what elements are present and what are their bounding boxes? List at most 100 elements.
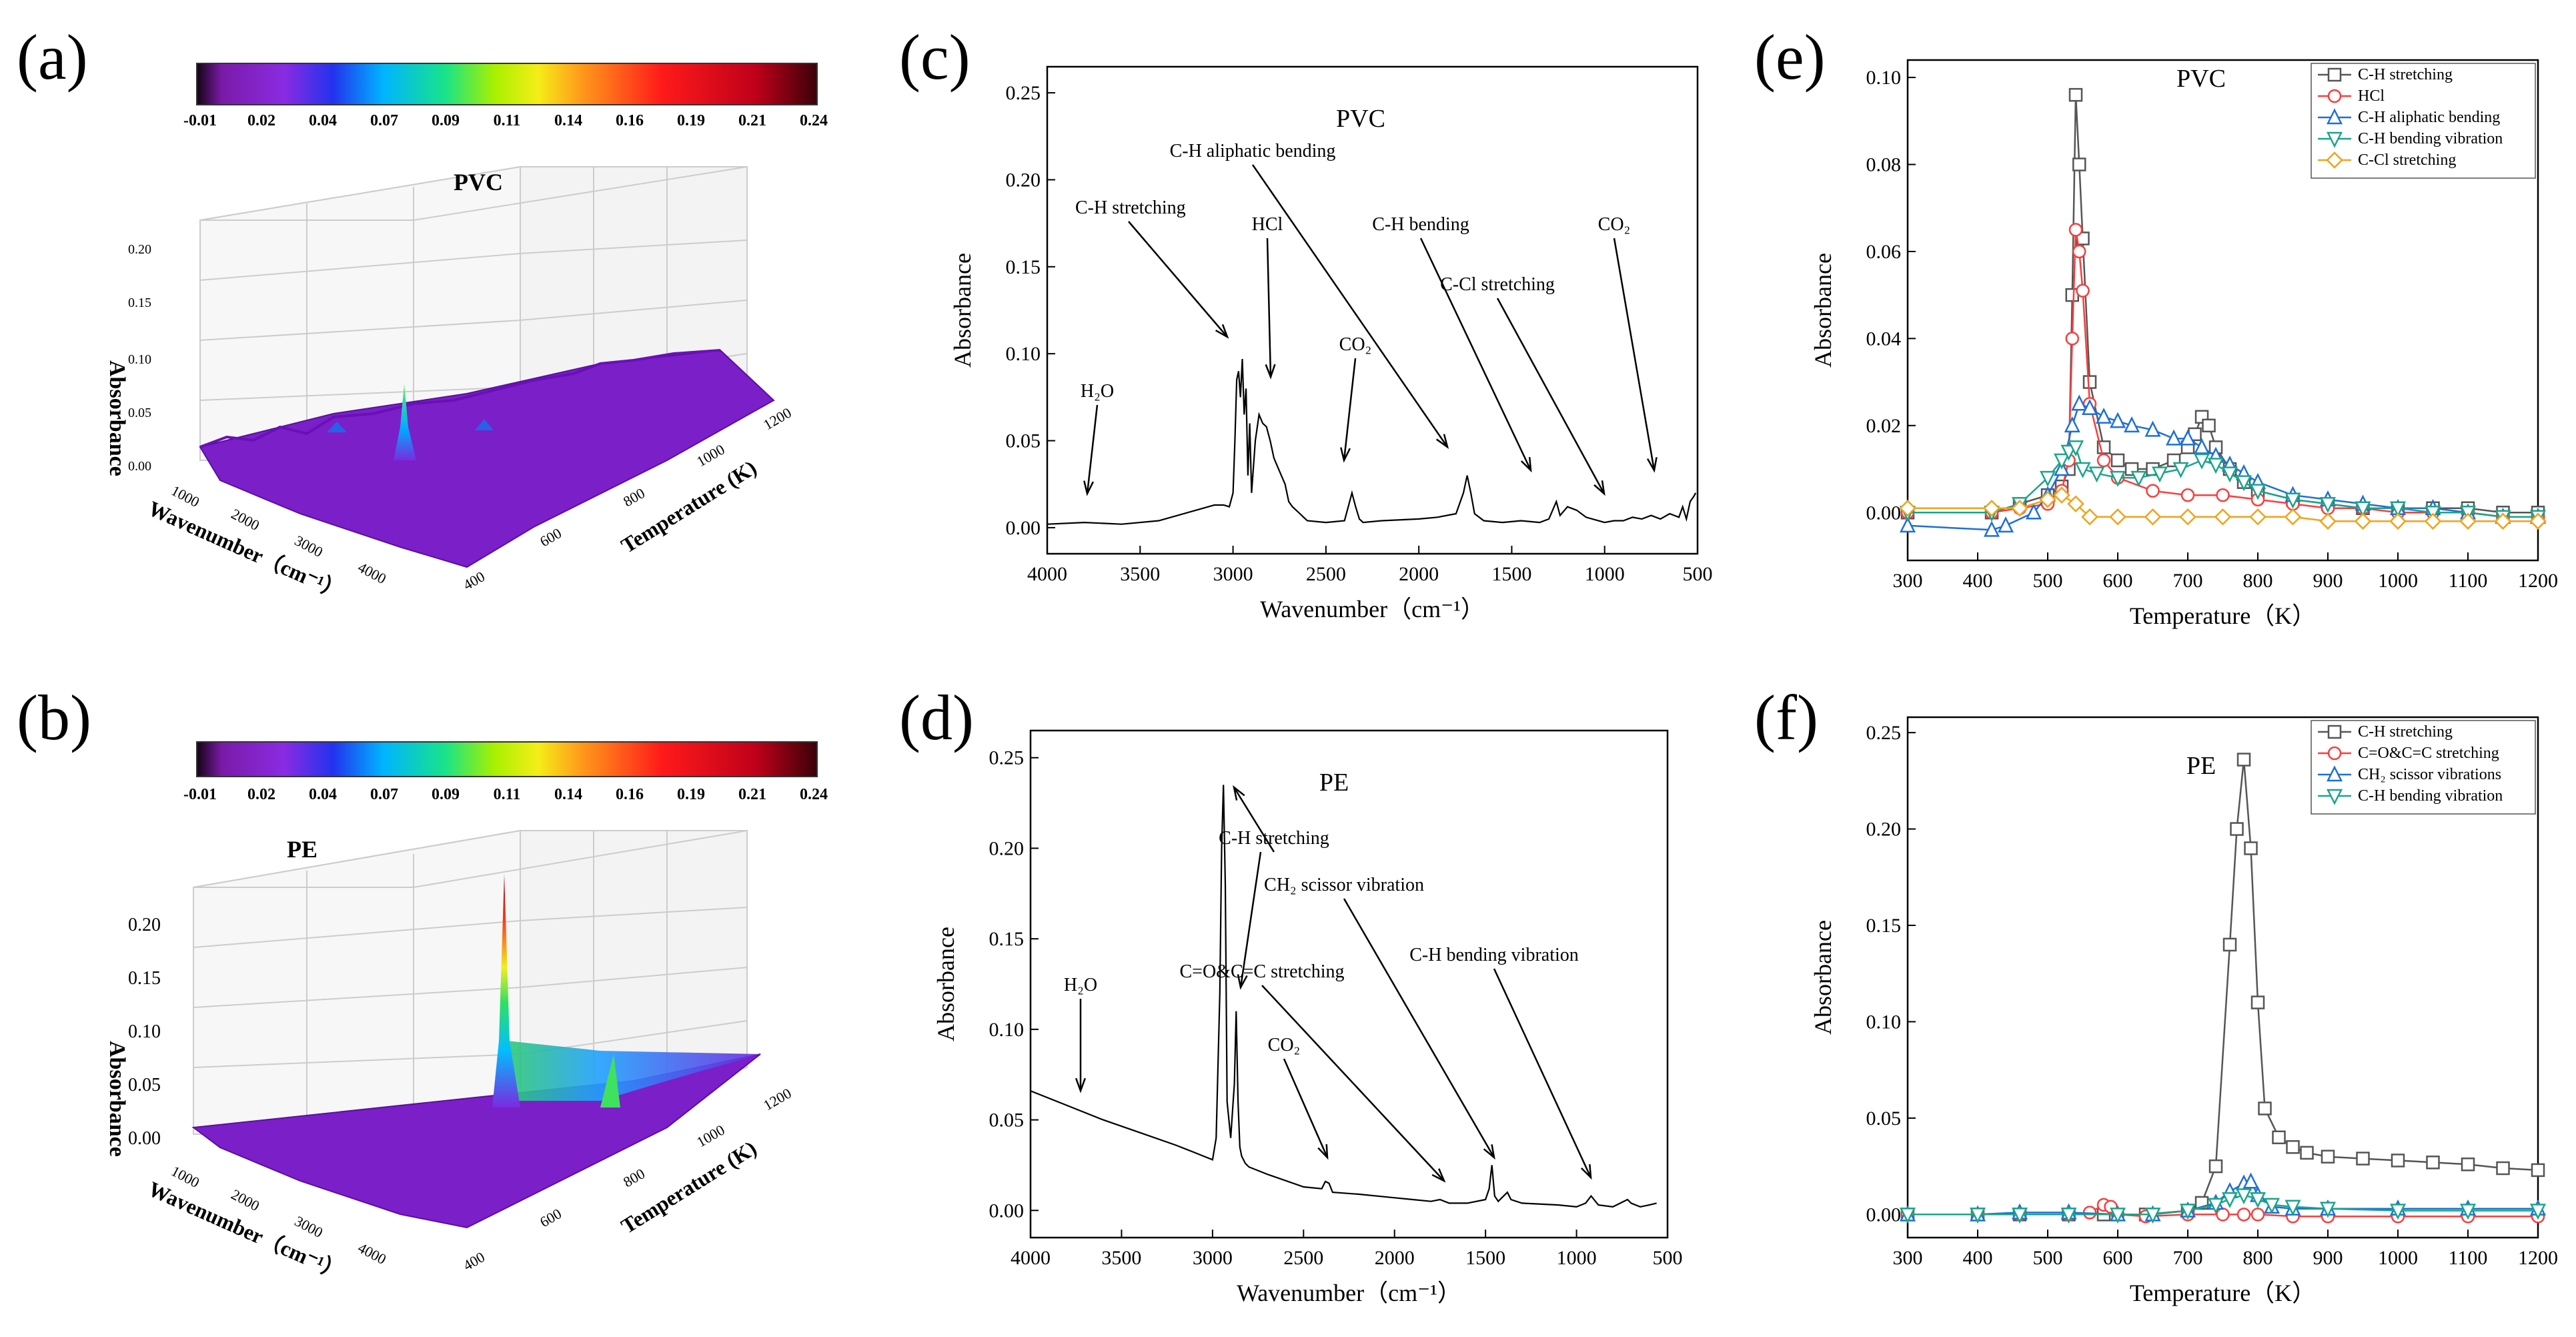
x-tick-label: 700 — [2173, 1247, 2203, 1269]
x-tick-label: 300 — [1893, 570, 1923, 592]
surface-a-peak — [394, 384, 416, 460]
series-marker — [2110, 453, 2125, 468]
series-marker — [2249, 1192, 2267, 1209]
x-tick-label: 3000 — [1193, 1247, 1233, 1269]
annotation-label: C=O&C=C stretching — [1179, 961, 1344, 982]
series-marker — [2326, 789, 2343, 805]
surface-b-ridge — [494, 1041, 760, 1101]
x-tick-label: 4000 — [1011, 1247, 1051, 1269]
plot-frame — [1046, 65, 1699, 555]
zlabel-a: Absorbance — [105, 360, 129, 476]
series-marker — [2389, 512, 2407, 530]
title-a: PVC — [454, 169, 503, 195]
x-tick-label: 4000 — [1027, 563, 1067, 585]
y-tick: 1000 — [694, 1122, 728, 1151]
y-tick-label: 0.05 — [989, 1109, 1025, 1132]
z-ticks-b: 0.20 0.15 0.10 0.05 0.00 — [128, 915, 161, 1149]
z-tick: 0.00 — [128, 1128, 161, 1149]
colorbar-tick: 0.02 — [247, 786, 275, 803]
legend-label: C-H aliphatic bending — [2358, 109, 2500, 126]
y-tick: 1200 — [760, 404, 794, 434]
series-marker — [2249, 484, 2267, 500]
plot-frame — [1029, 729, 1669, 1239]
y-tick-label: 0.10 — [1866, 67, 1902, 89]
annotation-arrowhead — [1317, 1144, 1329, 1160]
annotation-arrowhead — [1646, 457, 1658, 473]
y-tick-label: 0.00 — [1866, 502, 1902, 524]
chart-d: 4000 3500 3000 2500 2000 1500 1000 500 0.00 0.05 0… — [932, 729, 1683, 1306]
colorbar-tick: 0.16 — [616, 786, 644, 803]
x-tick-label: 1100 — [2449, 570, 2488, 592]
series-marker — [2236, 753, 2251, 767]
x-tick-label: 1000 — [1585, 563, 1625, 585]
x-tick-label: 2000 — [1399, 563, 1439, 585]
series-marker — [1969, 1208, 1986, 1224]
y-tick-label: 0.25 — [1006, 82, 1041, 104]
series-marker — [2391, 1154, 2405, 1168]
series-marker — [2193, 438, 2210, 454]
colorbar-tick: 0.14 — [554, 786, 582, 803]
series-marker — [2263, 1198, 2281, 1214]
series-marker — [2208, 1159, 2223, 1174]
series-marker — [2172, 462, 2189, 478]
series-marker — [2300, 1146, 2314, 1160]
y-tick-label: 0.10 — [989, 1019, 1025, 1041]
y-tick: 800 — [620, 1165, 648, 1190]
y-tick-label: 0.04 — [1866, 328, 1902, 350]
series-marker — [2064, 416, 2080, 433]
colorbar-tick: 0.11 — [494, 786, 521, 803]
y-tick-label: 0.20 — [989, 837, 1025, 859]
series-marker — [2327, 746, 2342, 761]
y-tick-label: 0.00 — [1866, 1204, 1902, 1226]
legend-label: C=O&C=C stretching — [2358, 745, 2499, 762]
x-tick-label: 700 — [2173, 570, 2203, 592]
series-marker — [2327, 89, 2342, 103]
y-axis-label: Absorbance — [932, 927, 959, 1041]
y-tick-label: 0.06 — [1866, 241, 1902, 263]
colorbar-tick: 0.21 — [738, 112, 766, 129]
annotation-arrow — [1233, 787, 1275, 853]
chart-title: PE — [1319, 769, 1349, 797]
annotation-arrow — [1343, 898, 1495, 1158]
series-marker — [2202, 418, 2216, 433]
series-marker — [2081, 398, 2098, 415]
colorbar-tick: 0.19 — [677, 112, 705, 129]
x-tick-label: 3000 — [1213, 563, 1253, 585]
panel-a-surface: -0.01 0.02 0.04 0.07 0.09 0.11 0.14 0.16 0.19 0.2… — [105, 63, 828, 604]
series-marker — [2039, 470, 2056, 487]
x-tick-label: 800 — [2243, 1247, 2273, 1269]
series-marker — [2025, 503, 2042, 520]
series-marker — [2389, 1204, 2407, 1220]
x-axis-label: Wavenumber（cm⁻¹） — [1237, 1280, 1461, 1306]
series-marker — [2354, 512, 2372, 530]
series-marker — [2060, 1208, 2077, 1224]
x-tick-label: 3500 — [1101, 1247, 1141, 1269]
annotation-arrow — [1343, 358, 1357, 461]
series-marker — [2180, 488, 2195, 502]
legend-label: C-Cl stretching — [2358, 151, 2456, 169]
annotation-arrow — [1251, 164, 1449, 448]
series-marker — [2109, 1208, 2126, 1224]
annotation-arrow — [1419, 238, 1532, 471]
series-marker — [2151, 466, 2168, 483]
series-marker — [2356, 1152, 2370, 1166]
series-marker — [1997, 516, 2014, 533]
y-tick: 800 — [620, 484, 648, 510]
series-marker — [2236, 1208, 2251, 1222]
annotation-arrowhead — [1520, 456, 1532, 473]
z-tick: 0.20 — [128, 242, 151, 257]
x-tick-label: 900 — [2313, 570, 2343, 592]
series-marker — [2235, 1188, 2252, 1205]
x-tick-label: 2000 — [1375, 1247, 1415, 1269]
series-marker — [2327, 67, 2342, 82]
annotation-arrowhead — [1580, 1164, 1592, 1180]
colorbar-a — [196, 63, 818, 105]
y-tick-label: 0.20 — [1006, 169, 1041, 191]
colorbar-tick: 0.04 — [309, 112, 337, 129]
annotation-arrowhead — [1483, 1144, 1495, 1160]
series-marker — [1899, 516, 1916, 533]
colorbar-tick: 0.14 — [554, 112, 582, 129]
panel-b-surface: -0.01 0.02 0.04 0.07 0.09 0.11 0.14 0.16 0.19 0.2… — [105, 741, 828, 1284]
annotation-label: CO₂ — [1339, 334, 1372, 355]
y-axis-label: Absorbance — [949, 253, 976, 368]
